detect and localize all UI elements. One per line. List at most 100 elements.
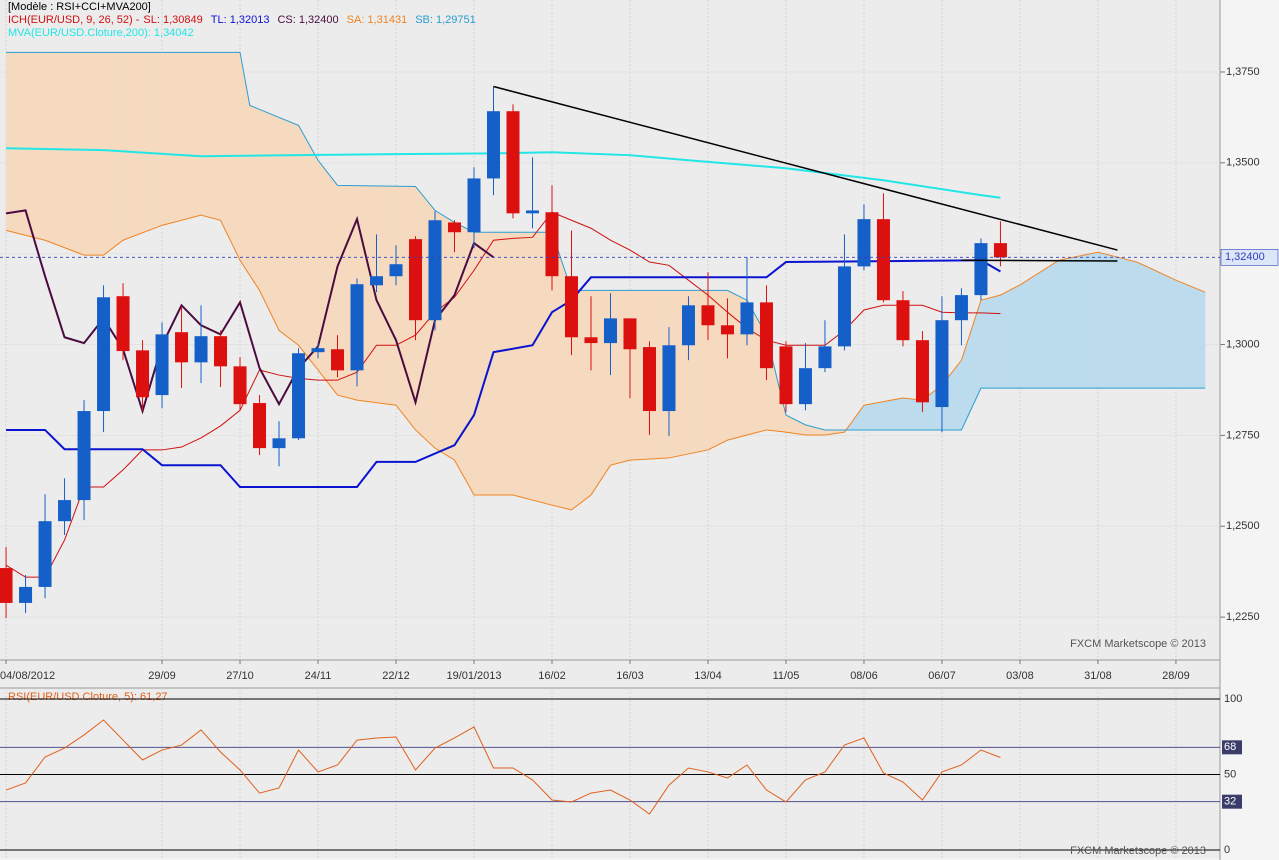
candle-body: [389, 264, 403, 277]
candle-body: [58, 500, 72, 522]
x-tick-label: 13/04: [694, 670, 722, 682]
last-price-box: [1220, 249, 1279, 266]
candle-body: [603, 318, 617, 344]
x-tick-label: 19/01/2013: [446, 670, 501, 682]
indicator-line: [5, 209, 495, 415]
x-tick-label: 16/03: [616, 670, 644, 682]
price-axis-area: [1220, 0, 1279, 860]
candle-body: [837, 266, 851, 347]
candle-body: [253, 403, 267, 449]
candle-body: [623, 318, 637, 350]
rsi-tick-label: 100: [1224, 693, 1242, 705]
legend-entry: CS: 1,32400: [277, 14, 339, 26]
candle-body: [155, 334, 169, 396]
trendline: [493, 85, 1118, 251]
last-price-label: 1,32400: [1225, 251, 1265, 263]
candle-body: [311, 348, 325, 353]
model-title: [Modèle : RSI+CCI+MVA200]: [8, 1, 151, 13]
candle-body: [116, 296, 130, 352]
candle-body: [642, 347, 656, 412]
candle-body: [409, 239, 423, 321]
x-tick-label: 29/09: [148, 670, 176, 682]
candle-body: [857, 219, 871, 267]
x-tick-label: 03/08: [1006, 670, 1034, 682]
candle-body: [974, 243, 988, 296]
rsi-level-box: [1222, 794, 1242, 809]
legend-entry: TL: 1,32013: [210, 14, 270, 26]
legend-row: MVA(EUR/USD.Cloture,200): 1,34042: [8, 27, 484, 40]
candle-body: [486, 111, 500, 179]
legend: [Modèle : RSI+CCI+MVA200] ICH(EUR/USD, 9…: [8, 1, 484, 40]
y-tick-label: 1,2750: [1226, 429, 1260, 441]
candle-body: [993, 243, 1007, 258]
indicator-line: [5, 211, 1001, 578]
y-tick-label: 1,2500: [1226, 520, 1260, 532]
candle-body: [194, 336, 208, 363]
candle-body: [233, 366, 247, 405]
x-tick-label: 27/10: [226, 670, 254, 682]
watermark: FXCM Marketscope © 2013: [1070, 638, 1206, 650]
candle-body: [97, 297, 111, 412]
x-tick-label: 22/12: [382, 670, 410, 682]
trendline: [961, 259, 1118, 262]
candle-body: [759, 302, 773, 369]
candle-body: [0, 568, 13, 603]
legend-entry: SL: 1,30849: [143, 14, 203, 26]
candle-body: [564, 276, 578, 338]
candle-body: [915, 340, 929, 403]
x-tick-label: 11/05: [773, 670, 800, 682]
candle-body: [19, 586, 33, 603]
legend-row: ICH(EUR/USD, 9, 26, 52) - SL: 1,30849 TL: …: [8, 14, 484, 27]
candle-body: [331, 349, 345, 371]
legend-entry: MVA(EUR/USD.Cloture,200): 1,34042: [8, 27, 194, 39]
candle-body: [720, 325, 734, 335]
candle-body: [896, 300, 910, 341]
x-tick-label: 06/07: [928, 670, 956, 682]
date-band: [0, 660, 1220, 688]
rsi-title: RSI(EUR/USD.Cloture, 5): 61,27: [8, 691, 168, 703]
x-tick-label: 28/09: [1162, 670, 1190, 682]
rsi-tick-label: 50: [1224, 768, 1236, 780]
watermark: FXCM Marketscope © 2013: [1070, 845, 1206, 857]
rsi-tick-label: 0: [1224, 844, 1230, 856]
indicator-label: ICH(EUR/USD, 9, 26, 52) -: [8, 14, 140, 26]
y-tick-label: 1,2250: [1226, 611, 1260, 623]
candle-body: [292, 353, 306, 439]
y-tick-label: 1,3750: [1226, 66, 1260, 78]
rsi-panel: [0, 688, 1220, 858]
candle-body: [38, 521, 52, 587]
y-tick-label: 1,3000: [1226, 338, 1260, 350]
candle-body: [545, 212, 559, 277]
candle-body: [370, 276, 384, 286]
x-tick-label: 08/06: [850, 670, 878, 682]
candle-body: [798, 368, 812, 405]
candle-body: [779, 346, 793, 405]
rsi-tick-label: 68: [1224, 741, 1236, 753]
candle-body: [935, 320, 949, 408]
candle-body: [136, 350, 150, 398]
candle-body: [350, 284, 364, 371]
rsi-level-box: [1222, 740, 1242, 755]
candle-body: [740, 302, 754, 335]
candle-body: [876, 219, 890, 301]
indicator-line: [6, 147, 1001, 199]
x-tick-label: 04/08/2012: [0, 670, 55, 682]
candle-body: [525, 210, 539, 214]
legend-entry: SA: 1,31431: [346, 14, 408, 26]
candle-body: [818, 346, 832, 369]
candle-body: [954, 295, 968, 321]
candle-body: [584, 337, 598, 344]
candle-body: [662, 345, 676, 412]
x-tick-label: 24/11: [305, 670, 332, 682]
legend-entry: SB: 1,29751: [415, 14, 476, 26]
rsi-tick-label: 32: [1224, 796, 1236, 808]
candle-body: [448, 222, 462, 233]
indicator-line: [5, 214, 1206, 511]
candle-body: [506, 111, 520, 214]
candle-body: [214, 336, 228, 367]
candle-body: [272, 438, 286, 449]
x-tick-label: 16/02: [538, 670, 566, 682]
x-tick-label: 31/08: [1084, 670, 1112, 682]
